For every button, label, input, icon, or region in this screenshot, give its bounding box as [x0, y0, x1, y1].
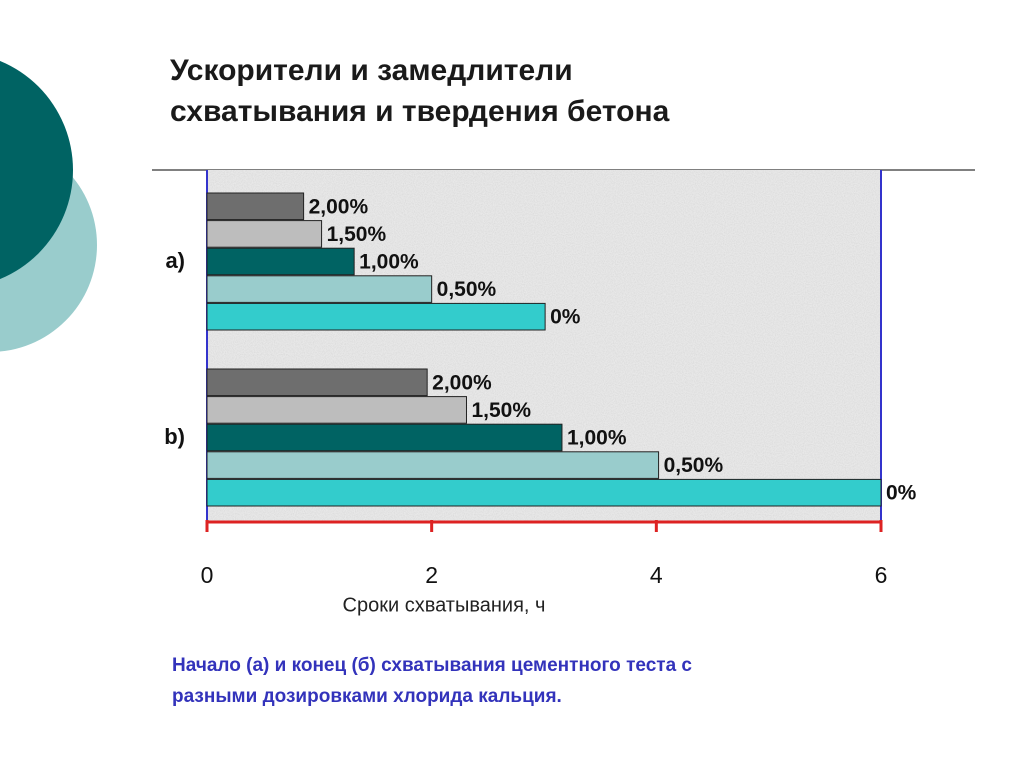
bar-label: 0% [886, 482, 917, 505]
x-tick-label: 4 [650, 562, 663, 588]
x-tick-label: 6 [875, 562, 888, 588]
bar-label: 1,50% [327, 223, 387, 246]
bar [206, 451, 660, 479]
bar [206, 192, 305, 221]
x-tick-label: 2 [425, 562, 438, 588]
title-line: схватывания и твердения бетона [170, 95, 670, 128]
bar [206, 275, 433, 303]
chart: 0 2 4 6 Сроки схватывания, ч а) 2,00% 1,50% 1,00… [164, 192, 917, 616]
bar-label: 1,00% [567, 427, 627, 450]
bar-label: 2,00% [432, 371, 492, 394]
bar-label: 0,50% [437, 278, 497, 301]
decor-circle [0, 60, 73, 280]
caption-line: разными дозировками хлорида кальция. [172, 686, 562, 707]
bar [206, 368, 428, 397]
bar-label: 0% [550, 306, 581, 329]
x-axis-label: Сроки схватывания, ч [343, 594, 546, 616]
bar-label: 0,50% [664, 454, 724, 477]
y-tick-label: а) [165, 248, 185, 273]
bar [206, 302, 546, 331]
bar-label: 1,00% [359, 251, 419, 274]
x-tick-label: 0 [201, 562, 214, 588]
y-tick-label: b) [164, 424, 185, 449]
bar [206, 423, 563, 452]
bar-label: 1,50% [471, 399, 531, 422]
bar [206, 247, 355, 276]
caption-line: Начало (а) и конец (б) схватывания цемен… [172, 655, 692, 676]
bar-label: 2,00% [309, 195, 369, 218]
title-line: Ускорители и замедлители [170, 54, 573, 87]
bar [206, 220, 323, 248]
bar [206, 478, 882, 507]
bar [206, 396, 467, 424]
